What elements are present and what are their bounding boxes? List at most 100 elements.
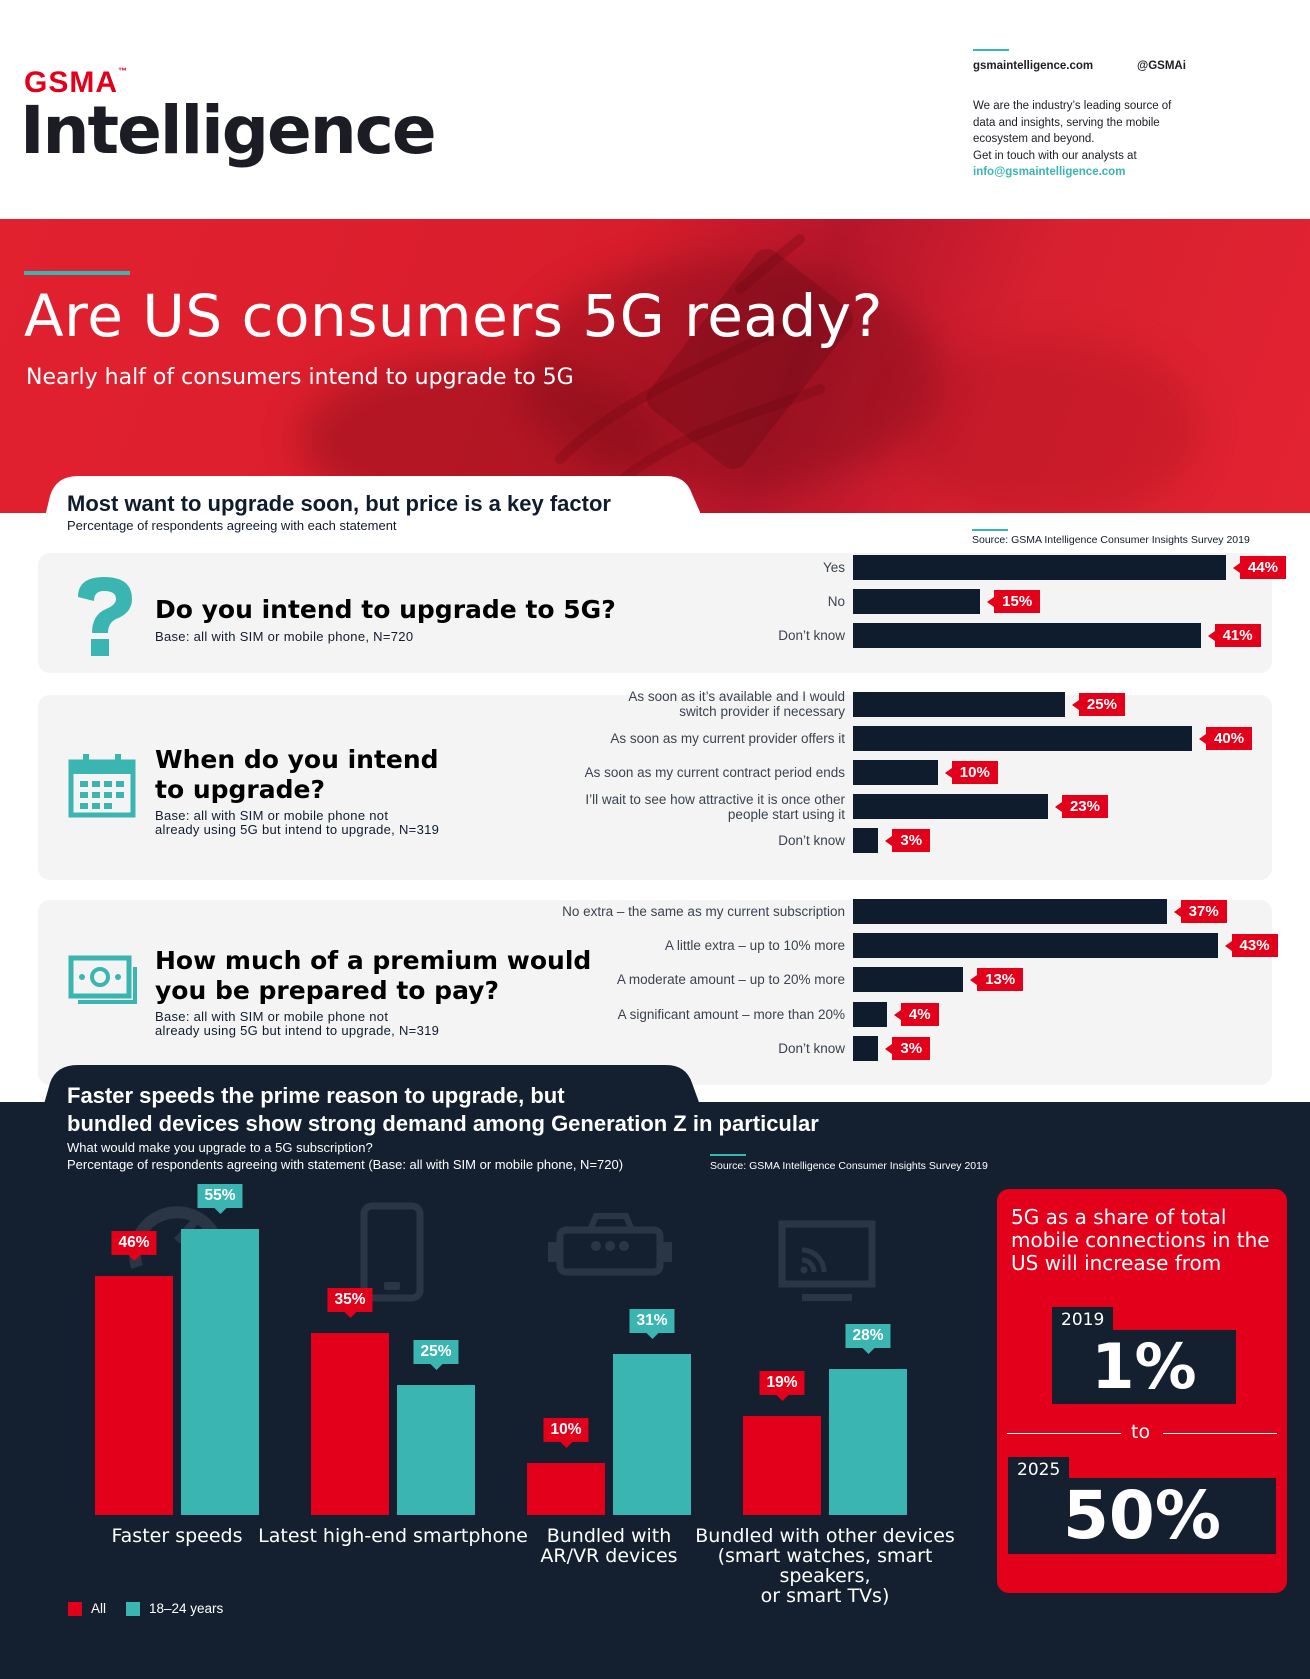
question-panel-premium (38, 900, 1272, 1085)
bar-category-label: Yes (822, 559, 845, 575)
bar-value-label: 37% (1173, 899, 1227, 923)
bar-category-label: A moderate amount – up to 20% more (616, 972, 845, 988)
bar-category-label: Don’t know (778, 1041, 845, 1057)
section1-header-tab (38, 476, 700, 546)
bar-value-label: 10% (944, 760, 998, 784)
section1-source: Source: GSMA Intelligence Consumer Insig… (972, 534, 1250, 546)
section1-title: Most want to upgrade soon, but price is … (67, 491, 611, 516)
bar-value-label: 44% (1232, 555, 1287, 579)
bar-all (527, 1463, 605, 1515)
bar-category-label: A significant amount – more than 20% (617, 1006, 845, 1022)
divider-line (1163, 1433, 1277, 1434)
source-accent-line (710, 1154, 746, 1156)
legend-swatch-all (68, 1602, 82, 1616)
page-subtitle: Nearly half of consumers intend to upgra… (26, 365, 574, 390)
bar (853, 794, 1048, 820)
about-text: We are the industry’s leading source of … (973, 98, 1233, 181)
section2-source: Source: GSMA Intelligence Consumer Insig… (710, 1160, 988, 1172)
bar (853, 622, 1201, 648)
question-mark-icon (78, 577, 132, 656)
value-to: 50% (1008, 1478, 1276, 1554)
question-base: Base: all with SIM or mobile phone, N=72… (155, 629, 414, 644)
bar-value-label: 43% (1224, 933, 1278, 957)
intelligence-logo-text: Intelligence (20, 92, 437, 169)
bar-value-label: 31% (629, 1308, 675, 1339)
bar-value-label: 3% (885, 829, 931, 853)
category-label: Faster speeds (111, 1525, 243, 1547)
legend-swatch-18-24 (126, 1602, 140, 1616)
gsma-logo: GSMA™ (24, 66, 128, 99)
bar-category-label: Don’t know (778, 833, 845, 849)
question-base: Base: all with SIM or mobile phone not a… (155, 1009, 440, 1038)
question-title: When do you intend to upgrade? (155, 745, 439, 804)
bar-value-label: 19% (759, 1371, 805, 1402)
bar-category-label: As soon as my current contract period en… (584, 764, 845, 780)
source-accent-line (972, 529, 1008, 531)
bar-category-label: Don’t know (778, 627, 845, 643)
bar-value-label: 46% (111, 1230, 157, 1261)
bar-18-24 (829, 1369, 907, 1515)
legend-label-18-24: 18–24 years (149, 1601, 224, 1616)
divider-line (1007, 1433, 1121, 1434)
bar (853, 554, 1226, 580)
bar (853, 588, 981, 614)
bar-value-label: 3% (885, 1037, 931, 1061)
hero-accent-line (24, 271, 130, 275)
smart-tv-icon (778, 1220, 876, 1301)
bar (853, 1036, 879, 1062)
section2-title: Faster speeds the prime reason to upgrad… (67, 1083, 565, 1108)
bar-18-24 (181, 1229, 259, 1515)
bar (853, 691, 1065, 717)
bar-category-label: I’ll wait to see how attractive it is on… (585, 791, 845, 822)
bar (853, 932, 1218, 958)
question-title: How much of a premium would you be prepa… (155, 946, 592, 1005)
bar-all (95, 1275, 173, 1515)
website-link[interactable]: gsmaintelligence.com (973, 60, 1094, 72)
question-base: Base: all with SIM or mobile phone not a… (155, 808, 440, 837)
callout-text: 5G as a share of total mobile connection… (1011, 1205, 1270, 1275)
connector-text: to (1131, 1421, 1151, 1443)
category-label: Bundled with other devices (smart watches… (695, 1525, 955, 1607)
value-from: 1% (1052, 1330, 1236, 1404)
section1-subtitle: Percentage of respondents agreeing with … (67, 518, 397, 533)
bar-value-label: 25% (413, 1340, 459, 1370)
section2-title: bundled devices show strong demand among… (67, 1111, 819, 1136)
bar-category-label: As soon as it’s available and I would swi… (628, 689, 845, 719)
header-accent-line (973, 49, 1009, 51)
vr-headset-icon (548, 1213, 672, 1276)
bar (853, 898, 1167, 924)
category-label: Latest high-end smartphone (258, 1525, 528, 1547)
bar-value-label: 41% (1207, 623, 1261, 647)
money-icon (68, 955, 137, 1004)
bar-18-24 (613, 1353, 691, 1515)
smartphone-icon (360, 1202, 424, 1302)
section2-subtitle: Percentage of respondents agreeing with … (67, 1157, 624, 1172)
section2-header-tab (38, 1065, 700, 1125)
bar-value-label: 15% (987, 589, 1041, 613)
bar-value-label: 4% (893, 1002, 939, 1026)
bar-value-label: 23% (1054, 795, 1108, 819)
calendar-icon (68, 754, 136, 818)
year-from-tab: 2019 (1052, 1307, 1114, 1334)
bar-value-label: 10% (543, 1418, 589, 1448)
bar-all (311, 1333, 389, 1515)
bar-value-label: 25% (1071, 692, 1125, 716)
bar-18-24 (397, 1385, 475, 1515)
bar-category-label: A little extra – up to 10% more (664, 937, 845, 953)
bar-category-label: As soon as my current provider offers it (610, 730, 845, 746)
bar (853, 967, 964, 993)
bar (853, 759, 938, 785)
bar (853, 828, 879, 854)
bar-category-label: No (827, 593, 845, 609)
legend-label-all: All (91, 1601, 107, 1616)
bar-value-label: 55% (197, 1184, 243, 1214)
page-title: Are US consumers 5G ready? (24, 282, 883, 350)
twitter-handle[interactable]: @GSMAi (1137, 60, 1186, 72)
email-link[interactable]: info@gsmaintelligence.com (973, 166, 1126, 178)
bar-all (743, 1416, 821, 1515)
bar-value-label: 28% (845, 1324, 891, 1355)
bar (853, 725, 1193, 751)
bar-value-label: 40% (1199, 726, 1253, 750)
bar (853, 1001, 887, 1027)
bar-value-label: 35% (327, 1288, 373, 1318)
